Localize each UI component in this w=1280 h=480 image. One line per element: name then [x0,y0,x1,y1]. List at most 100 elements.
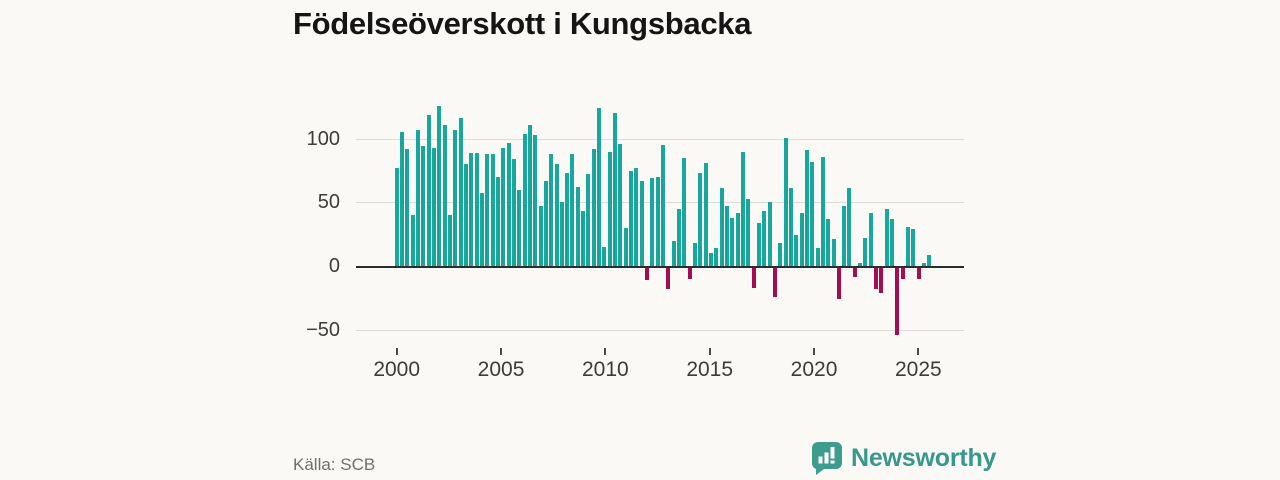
bar-2016Q4 [751,266,756,288]
bar-2020Q4 [836,266,841,300]
bar-2003Q3 [469,152,474,266]
bar-2015Q1 [714,248,719,266]
bar-2021Q3 [852,266,857,278]
bar-2018Q2 [783,137,788,266]
speech-bubble-bar-chart-icon [811,442,842,475]
y-axis-tick-label: 100 [306,127,340,150]
bar-2000Q1 [394,168,399,266]
bar-2006Q1 [522,133,527,266]
bar-2001Q2 [421,146,426,266]
bar-2017Q4 [772,266,777,297]
bar-2025Q1 [927,254,932,266]
bar-2008Q1 [565,173,570,266]
mini-bar-2 [824,452,829,464]
bar-2015Q2 [719,188,724,266]
exclamation-dot [830,460,835,464]
mini-bar-1 [818,456,823,464]
bar-2023Q4 [900,266,905,279]
bar-2005Q3 [511,159,516,266]
bar-2010Q4 [623,227,628,266]
bar-2016Q3 [746,198,751,266]
bar-2013Q3 [682,157,687,266]
y-axis-tick-label: 0 [328,255,340,277]
bar-2014Q2 [698,173,703,266]
bar-2005Q4 [517,189,522,266]
bar-2022Q4 [879,266,884,293]
y-axis-tick-label: 50 [317,191,340,214]
newsworthy-logo-text: Newsworthy [851,443,997,472]
bar-2024Q4 [922,263,927,266]
x-axis-tick-label: 2020 [790,358,838,381]
bar-2009Q3 [597,108,602,266]
bar-2019Q4 [815,248,820,266]
x-axis-tick-label: 2015 [686,358,734,381]
x-axis-tick [500,348,503,355]
x-axis-tick [813,348,816,355]
gridline [356,202,964,204]
bar-2006Q4 [538,206,543,266]
bar-2012Q1 [650,178,655,266]
y-axis-tick-label: −50 [306,318,340,341]
bar-2008Q4 [581,211,586,266]
bar-2015Q4 [730,217,735,266]
bar-2013Q2 [677,208,682,266]
bar-2002Q2 [442,124,447,266]
bar-2005Q2 [506,142,511,266]
bar-2015Q3 [724,206,729,266]
bar-2018Q1 [778,243,783,266]
bar-2020Q3 [831,239,836,266]
bar-2018Q3 [788,188,793,266]
bar-2002Q4 [453,129,458,266]
bar-2000Q2 [400,132,405,266]
bar-2024Q2 [911,229,916,266]
bar-2012Q4 [666,266,671,289]
bar-2009Q4 [602,246,607,266]
bar-2021Q4 [858,263,863,266]
bar-2024Q3 [916,266,921,279]
bar-2002Q3 [447,215,452,266]
bar-2007Q2 [549,154,554,266]
bar-2018Q4 [794,235,799,266]
bar-2011Q4 [645,266,650,280]
bar-2021Q1 [842,206,847,266]
bar-2014Q4 [708,253,713,266]
source-label: Källa: SCB [293,455,376,474]
bar-2008Q2 [570,154,575,266]
bar-2001Q3 [426,114,431,266]
bar-2010Q2 [613,113,618,266]
x-axis-tick [604,348,607,355]
bar-2001Q4 [431,147,436,266]
bar-2006Q2 [527,124,532,266]
chart-title: Födelseöverskott i Kungsbacka [293,6,752,41]
bar-2008Q3 [575,187,580,266]
bar-2003Q1 [458,118,463,266]
x-axis-tick-label: 2025 [894,358,942,381]
bar-2014Q3 [703,162,708,266]
bar-2007Q4 [559,202,564,266]
bar-2016Q1 [735,212,740,266]
bar-2011Q3 [639,180,644,266]
zero-baseline [356,266,964,268]
bar-2010Q1 [607,151,612,266]
x-axis-tick-label: 2005 [477,358,525,381]
newsworthy-logo: Newsworthy [810,441,996,475]
bar-2014Q1 [693,243,697,266]
exclamation-stem [830,447,835,459]
chart-plot-area: 100 50 0 −50 2000 2005 2010 2015 2020 2025 [306,95,964,395]
bar-2002Q1 [437,105,442,266]
x-axis-tick-label: 2010 [582,358,629,381]
bar-2004Q3 [490,154,495,266]
bar-2020Q2 [826,218,831,266]
bar-2022Q1 [863,238,868,266]
bar-2007Q3 [554,164,559,266]
x-axis-tick-label: 2000 [373,358,421,381]
bar-2000Q3 [405,148,410,266]
bar-2013Q4 [687,266,692,279]
bar-2013Q1 [671,240,676,266]
bar-2009Q1 [586,174,591,266]
bar-2012Q2 [655,176,660,266]
bar-2019Q3 [810,161,815,266]
bar-2007Q1 [543,180,548,266]
bar-2017Q2 [762,211,767,266]
bar-2023Q3 [895,266,900,335]
